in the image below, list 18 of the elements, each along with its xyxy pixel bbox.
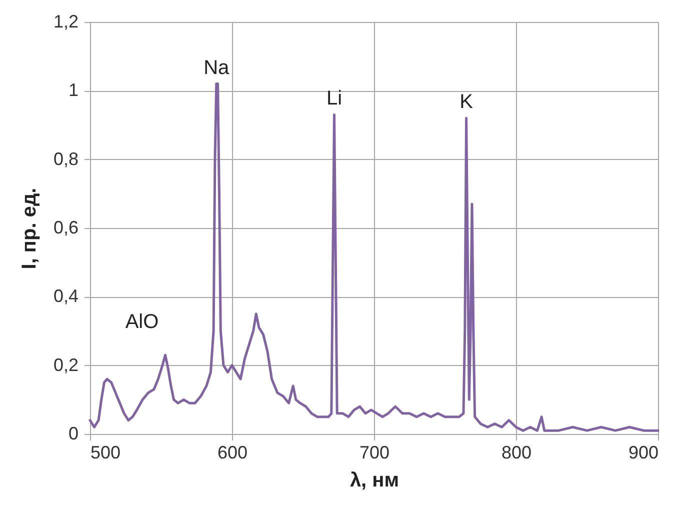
y-tick-label: 1,2 xyxy=(53,12,78,32)
x-tick-label: 900 xyxy=(628,442,658,462)
y-tick-label: 0,4 xyxy=(53,286,78,306)
x-tick-label: 500 xyxy=(90,442,121,462)
y-tick-label: 0,8 xyxy=(53,148,78,169)
y-axis-title: I, пр. ед. xyxy=(18,188,40,270)
y-tick-label: 1 xyxy=(68,80,78,100)
x-tick-label: 800 xyxy=(501,442,532,462)
x-axis-title: λ, нм xyxy=(350,470,400,492)
annotation: Li xyxy=(326,88,342,110)
annotation: Na xyxy=(204,56,230,79)
y-tick-label: 0 xyxy=(68,424,78,444)
y-tick-label: 0,6 xyxy=(53,218,78,238)
x-tick-label: 700 xyxy=(359,442,390,462)
annotation: K xyxy=(460,91,474,114)
y-tick-label: 0,2 xyxy=(53,354,78,375)
x-tick-label: 600 xyxy=(217,442,248,462)
annotation: AlO xyxy=(125,311,159,333)
